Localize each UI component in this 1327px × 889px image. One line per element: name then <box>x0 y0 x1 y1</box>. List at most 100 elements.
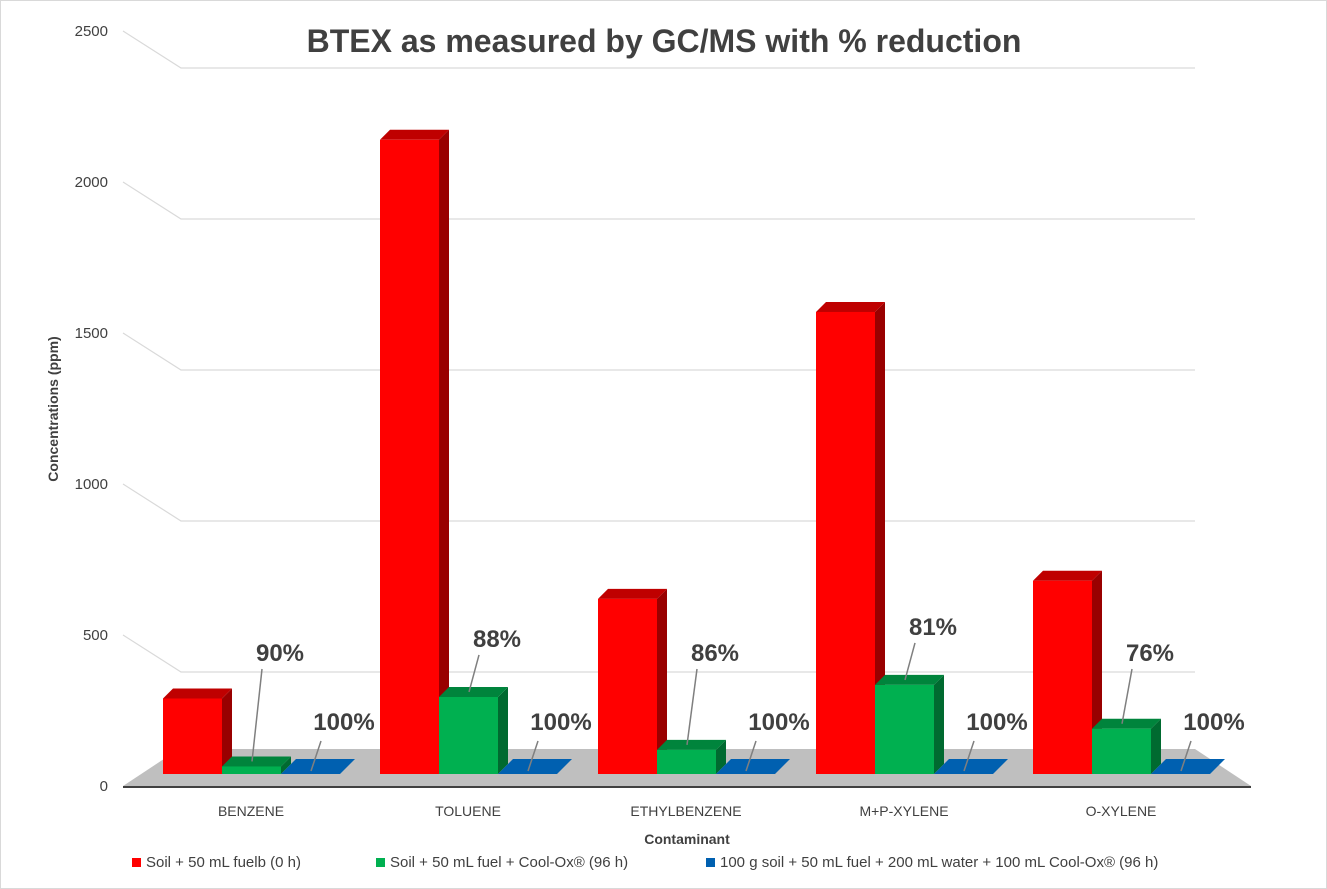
label-leader <box>1180 740 1192 772</box>
category-label: M+P-XYLENE <box>859 803 948 819</box>
y-tick-label: 500 <box>83 627 108 644</box>
bar-flat <box>1151 759 1225 774</box>
category-label: ETHYLBENZENE <box>630 803 741 819</box>
bar-top <box>875 674 944 685</box>
bar-front <box>380 139 439 775</box>
bar-front <box>439 696 498 774</box>
bar-side <box>657 588 667 774</box>
bar <box>1033 570 1102 774</box>
bar <box>657 739 726 774</box>
bar-side <box>222 688 232 774</box>
legend-label: Soil + 50 mL fuel + Cool-Ox® (96 h) <box>390 854 628 871</box>
bar-front <box>816 311 875 774</box>
legend-label: Soil + 50 mL fuelb (0 h) <box>146 854 301 871</box>
bar-front <box>1033 580 1092 774</box>
bar <box>498 759 572 774</box>
bar <box>380 129 449 775</box>
legend: Soil + 50 mL fuelb (0 h) Soil + 50 mL fue… <box>132 854 1158 871</box>
reduction-label: 86% <box>691 640 739 667</box>
label-leader <box>745 740 757 772</box>
x-axis-title: Contaminant <box>644 831 730 847</box>
gridline <box>122 332 1195 371</box>
label-leader <box>904 642 916 681</box>
bar <box>222 756 291 774</box>
bar-top <box>380 129 449 140</box>
reduction-label: 100% <box>313 709 374 736</box>
gridline <box>122 483 1195 522</box>
label-leader <box>251 668 263 762</box>
bar-front <box>598 598 657 774</box>
reduction-label: 100% <box>530 709 591 736</box>
legend-label: 100 g soil + 50 mL fuel + 200 mL water +… <box>720 854 1158 871</box>
bar <box>816 301 885 774</box>
bar-side <box>281 756 291 774</box>
bar <box>716 759 790 774</box>
y-tick-label: 2500 <box>75 23 108 40</box>
bar-flat <box>934 759 1008 774</box>
label-leader <box>527 740 539 772</box>
y-axis-ticks: 0 500 1000 1500 2000 2500 <box>75 23 108 795</box>
data-labels: 90% 100% 88% 100% 86% 100% 81% 100% 76% 100% <box>251 614 1245 772</box>
category-label: O-XYLENE <box>1086 803 1157 819</box>
category-label: BENZENE <box>218 803 284 819</box>
gridlines <box>122 30 1195 673</box>
bar-flat <box>716 759 790 774</box>
bar-top <box>163 688 232 699</box>
bar <box>163 688 232 774</box>
chart-title: BTEX as measured by GC/MS with % reducti… <box>307 23 1022 59</box>
bar-flat <box>498 759 572 774</box>
reduction-label: 100% <box>966 709 1027 736</box>
bar <box>875 674 944 774</box>
y-tick-label: 0 <box>100 778 108 795</box>
bar <box>1151 759 1225 774</box>
reduction-label: 90% <box>256 640 304 667</box>
bar-top <box>222 756 291 767</box>
y-axis-title: Concentrations (ppm) <box>45 336 61 481</box>
legend-swatch <box>132 858 141 867</box>
category-label: TOLUENE <box>435 803 501 819</box>
bar-top <box>598 588 667 599</box>
bar <box>1092 718 1161 774</box>
bar-top <box>816 301 885 312</box>
bars <box>163 129 1225 775</box>
gridline <box>122 30 1195 69</box>
label-leader <box>310 740 322 772</box>
reduction-label: 76% <box>1126 640 1174 667</box>
bar <box>598 588 667 774</box>
label-leader <box>1121 668 1133 724</box>
bar-top <box>1092 718 1161 729</box>
bar-top <box>1033 570 1102 581</box>
bar <box>934 759 1008 774</box>
y-tick-label: 1500 <box>75 325 108 342</box>
x-axis-categories: BENZENE TOLUENE ETHYLBENZENE M+P-XYLENE O-XY… <box>218 803 1156 819</box>
y-tick-label: 1000 <box>75 476 108 493</box>
bar-side <box>875 301 885 774</box>
bar-front <box>875 684 934 774</box>
bar-side <box>498 686 508 774</box>
label-leader <box>686 668 698 745</box>
bar <box>281 759 355 774</box>
bar-top <box>657 739 726 750</box>
bar-flat <box>281 759 355 774</box>
bar <box>439 686 508 774</box>
reduction-label: 88% <box>473 626 521 653</box>
bar-side <box>934 674 944 774</box>
y-tick-label: 2000 <box>75 174 108 191</box>
bar-side <box>439 129 449 775</box>
bar-front <box>222 766 281 774</box>
reduction-label: 81% <box>909 614 957 641</box>
label-leader <box>963 740 975 772</box>
legend-swatch <box>706 858 715 867</box>
gridline <box>122 181 1195 220</box>
bar-top <box>439 686 508 697</box>
reduction-label: 100% <box>748 709 809 736</box>
bar-front <box>657 749 716 774</box>
bar-side <box>716 739 726 774</box>
bar-front <box>1092 728 1151 774</box>
bar-side <box>1151 718 1161 774</box>
legend-swatch <box>376 858 385 867</box>
reduction-label: 100% <box>1183 709 1244 736</box>
label-leader <box>468 654 480 693</box>
